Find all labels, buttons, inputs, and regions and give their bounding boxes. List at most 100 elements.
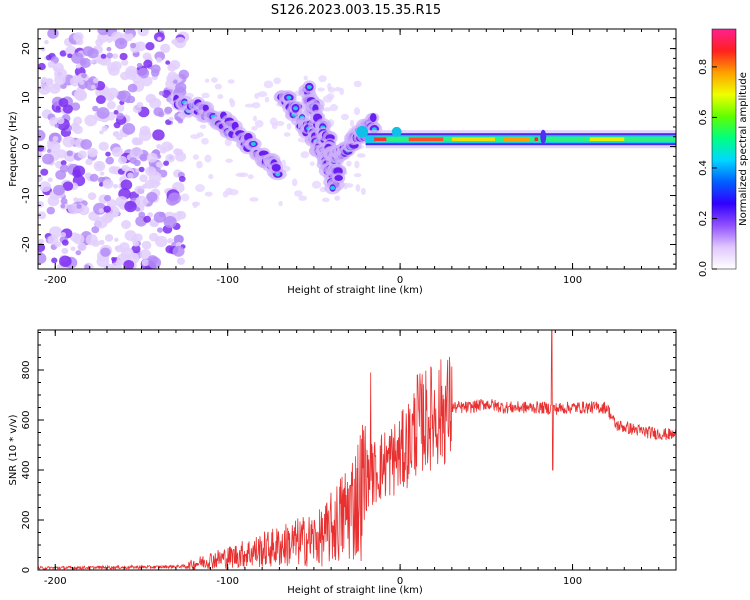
noise-blob — [204, 191, 213, 197]
noise-blob — [136, 62, 143, 68]
track-core — [369, 113, 377, 123]
noise-blob — [257, 91, 268, 98]
noise-blob — [100, 247, 111, 257]
noise-blob — [191, 201, 201, 207]
carrier-knot — [391, 126, 402, 137]
noise-blob — [99, 130, 104, 135]
noise-blob — [73, 197, 79, 203]
noise-blob — [334, 86, 341, 92]
x-axis-label: Height of straight line (km) — [287, 285, 423, 296]
noise-blob — [61, 239, 69, 246]
noise-blob — [339, 87, 344, 96]
snr-line — [38, 330, 676, 570]
y-tick-label: 10 — [21, 91, 32, 104]
noise-blob — [40, 168, 49, 176]
noise-blob — [178, 69, 190, 80]
noise-blob — [113, 110, 119, 115]
carrier-peak — [534, 137, 539, 142]
noise-blob — [275, 120, 285, 127]
noise-blob — [77, 150, 87, 159]
noise-blob — [115, 259, 123, 267]
noise-blob — [111, 53, 119, 59]
noise-blob — [87, 192, 97, 201]
carrier-knot — [540, 129, 547, 144]
noise-blob — [76, 204, 82, 209]
noise-blob — [97, 164, 103, 169]
noise-blob — [44, 40, 49, 45]
noise-blob — [38, 243, 46, 252]
noise-blob — [66, 150, 73, 157]
noise-blob — [294, 190, 303, 197]
noise-blob — [263, 80, 274, 89]
noise-blob — [167, 63, 177, 72]
noise-blob — [196, 160, 203, 169]
noise-blob — [87, 48, 99, 59]
x-tick-label: -100 — [216, 275, 239, 286]
noise-blob — [157, 227, 164, 233]
colorbar-tick-label: 0.0 — [698, 261, 709, 277]
noise-blob — [46, 78, 54, 85]
noise-blob — [47, 234, 59, 245]
noise-blob — [94, 216, 108, 229]
noise-blob — [222, 190, 229, 198]
chart-title: S126.2023.003.15.35.R15 — [271, 3, 441, 18]
noise-blob — [298, 195, 307, 201]
noise-blob — [172, 79, 178, 84]
noise-blob — [38, 211, 47, 220]
noise-blob — [47, 29, 59, 39]
noise-blob — [196, 132, 204, 138]
noise-blob — [177, 118, 184, 124]
noise-blob — [72, 233, 85, 245]
noise-blob — [167, 238, 174, 244]
x-tick-label: 100 — [563, 275, 582, 286]
noise-blob — [286, 123, 292, 130]
noise-blob — [137, 29, 149, 37]
noise-blob — [104, 194, 112, 202]
noise-blob — [121, 220, 131, 230]
noise-blob — [163, 160, 170, 166]
noise-blob — [127, 83, 138, 93]
noise-blob — [92, 77, 99, 84]
noise-blob — [343, 183, 354, 188]
noise-blob — [89, 173, 99, 182]
noise-blob — [210, 77, 218, 83]
noise-blob — [120, 179, 133, 191]
noise-blob — [47, 61, 56, 69]
noise-blob — [51, 257, 58, 264]
noise-blob — [251, 102, 261, 109]
noise-blob — [52, 83, 61, 90]
noise-blob — [225, 158, 233, 163]
noise-blob — [153, 221, 159, 226]
noise-blob — [104, 234, 114, 242]
noise-blob — [84, 264, 90, 269]
noise-blob — [97, 29, 110, 36]
carrier-peak — [408, 137, 444, 142]
noise-blob — [72, 122, 78, 127]
track-peak — [293, 106, 299, 111]
noise-blob — [92, 105, 99, 112]
noise-blob — [146, 191, 158, 203]
noise-blob — [121, 166, 127, 171]
noise-blob — [163, 215, 177, 228]
noise-blob — [67, 53, 73, 59]
noise-blob — [173, 37, 187, 49]
noise-blob — [154, 235, 168, 248]
noise-blob — [111, 211, 119, 218]
noise-blob — [56, 149, 67, 159]
noise-blob — [129, 157, 137, 164]
noise-blob — [201, 92, 210, 99]
noise-blob — [90, 85, 96, 90]
noise-blob — [281, 159, 286, 168]
y-tick-label: -20 — [21, 236, 32, 252]
noise-blob — [192, 154, 199, 160]
colorbar-gradient — [711, 28, 737, 270]
colorbar-tick-label: 0.4 — [698, 160, 709, 176]
noise-blob — [107, 62, 118, 72]
noise-blob — [227, 79, 235, 84]
colorbar-label: Normalized spectral amplitude — [738, 72, 749, 226]
noise-blob — [121, 59, 129, 66]
noise-blob — [164, 106, 173, 114]
noise-blob — [111, 256, 116, 262]
noise-blob — [75, 63, 82, 69]
noise-blob — [300, 151, 310, 159]
